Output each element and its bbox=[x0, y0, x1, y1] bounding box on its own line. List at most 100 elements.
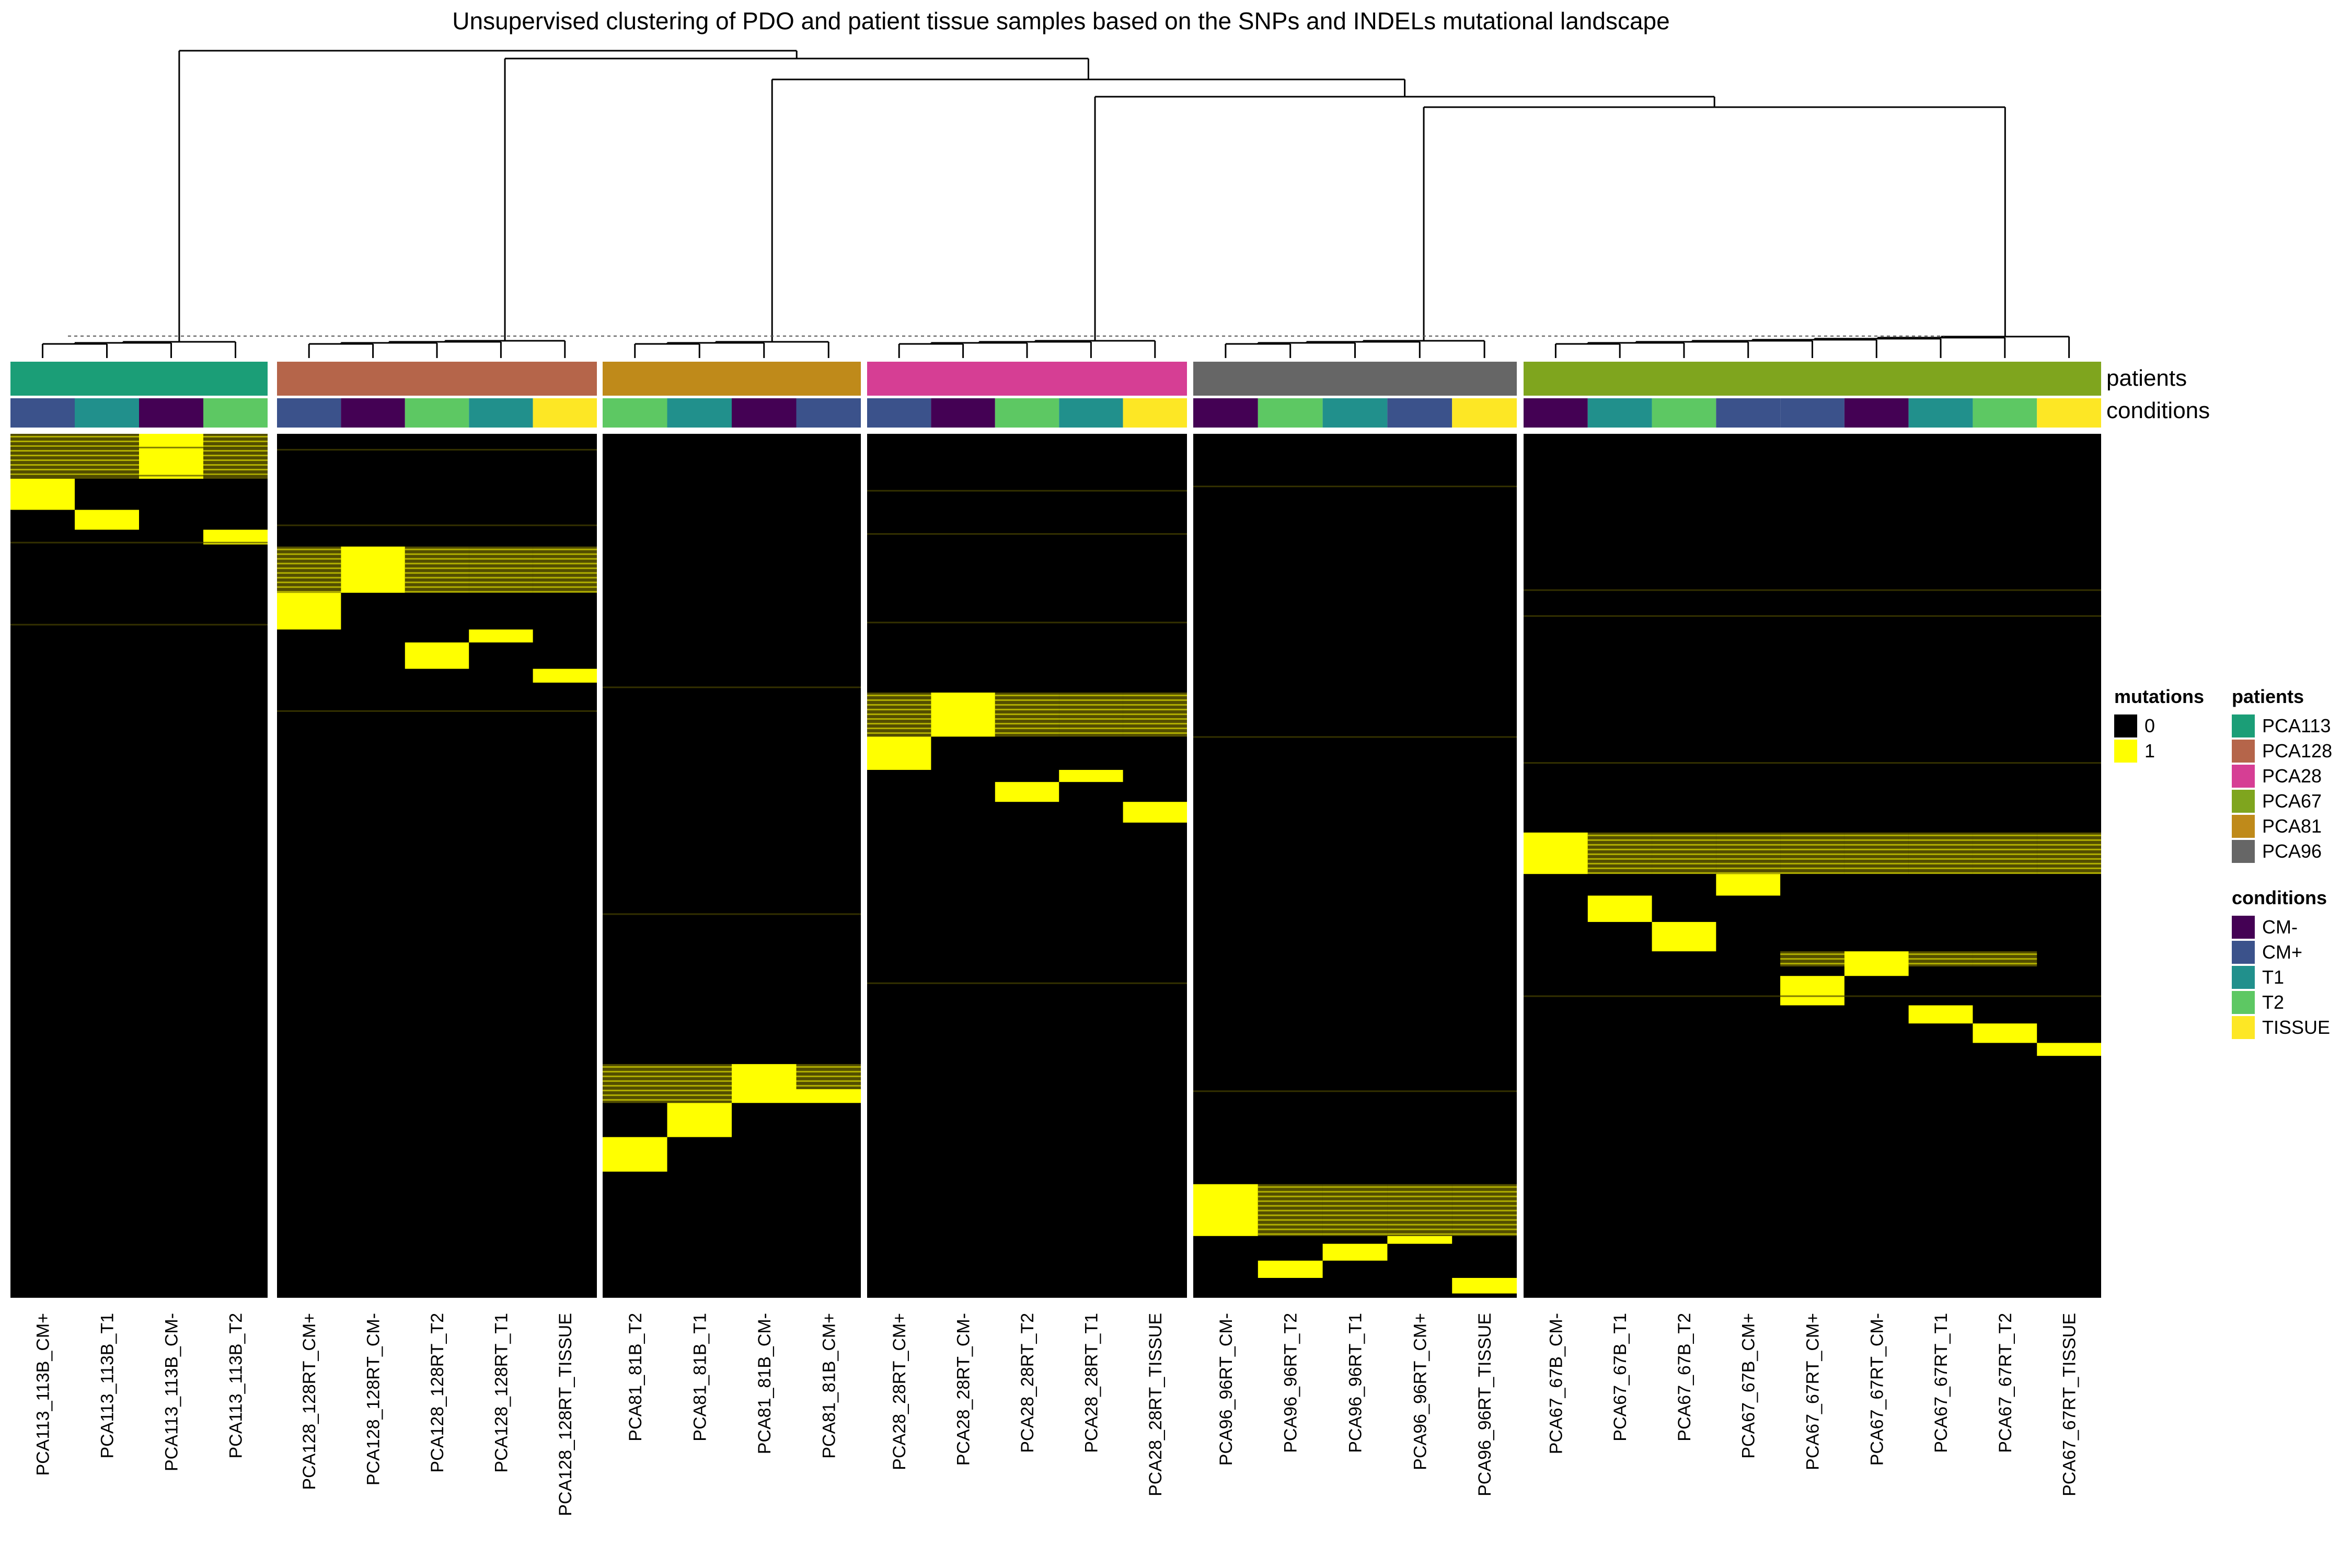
shared-mutation-line bbox=[10, 450, 75, 452]
shared-mutation-line bbox=[1973, 867, 2037, 869]
minor-mutation-line bbox=[10, 446, 268, 448]
minor-mutation-line bbox=[1193, 486, 1517, 488]
shared-mutation-line bbox=[1322, 1228, 1388, 1230]
shared-mutation-line bbox=[1258, 1191, 1323, 1193]
shared-mutation-line bbox=[1780, 867, 1844, 869]
minor-mutation-line bbox=[603, 913, 861, 915]
shared-mutation-line bbox=[667, 1066, 732, 1068]
shared-mutation-line bbox=[1059, 718, 1123, 720]
legend-label-0: 0 bbox=[2145, 715, 2155, 736]
shared-mutation-line bbox=[1716, 844, 1781, 846]
shared-mutation-line bbox=[10, 445, 75, 447]
shared-mutation-line bbox=[2037, 848, 2101, 850]
shared-mutation-line bbox=[1908, 953, 1973, 955]
shared-mutation-line bbox=[1059, 732, 1123, 734]
shared-mutation-line bbox=[867, 718, 931, 720]
shared-mutation-line bbox=[1844, 853, 1909, 855]
shared-mutation-line bbox=[1322, 1186, 1388, 1188]
private-mutations-PCA67_67RT_T1 bbox=[1908, 1005, 1973, 1024]
shared-mutation-line bbox=[1258, 1233, 1323, 1235]
shared-mutation-line bbox=[1452, 1228, 1517, 1230]
minor-mutation-line bbox=[10, 624, 268, 626]
heatmap-slice-PCA113 bbox=[10, 434, 268, 1298]
condition-cell-PCA128_128RT_T2 bbox=[405, 398, 469, 428]
condition-cell-PCA113_113B_CM+ bbox=[10, 398, 75, 428]
shared-mutation-line bbox=[1258, 1205, 1323, 1207]
sample-label: PCA67_67RT_CM- bbox=[1867, 1313, 1887, 1466]
legend-label-CM+: CM+ bbox=[2262, 941, 2302, 963]
shared-mutation-line bbox=[1780, 848, 1844, 850]
shared-mutation-line bbox=[796, 1070, 861, 1073]
private-mutations-PCA67_67B_CM- bbox=[1524, 832, 1588, 874]
shared-mutation-line bbox=[1973, 844, 2037, 846]
shared-mutation-line bbox=[603, 1070, 667, 1073]
minor-mutation-line bbox=[1524, 762, 2101, 764]
shared-mutation-line bbox=[1844, 858, 1909, 860]
shared-mutation-line bbox=[405, 558, 469, 560]
shared-mutation-line bbox=[203, 436, 268, 437]
shared-mutation-line bbox=[867, 699, 931, 701]
shared-mutation-line bbox=[1780, 958, 1844, 960]
legend-swatch-PCA96 bbox=[2232, 840, 2255, 863]
shared-mutation-line bbox=[277, 586, 341, 588]
legend: mutations 0 1 patients PCA113 PCA128 PCA28 PCA6… bbox=[2114, 686, 2332, 1039]
legend-swatch-1 bbox=[2114, 740, 2137, 763]
shared-mutation-line bbox=[75, 441, 139, 442]
shared-mutation-line bbox=[1587, 872, 1652, 874]
shared-mutation-line bbox=[277, 553, 341, 555]
minor-mutation-line bbox=[1524, 589, 2101, 591]
patient-bar-PCA128 bbox=[277, 362, 597, 396]
sample-label: PCA128_128RT_CM- bbox=[364, 1313, 384, 1485]
shared-mutation-line bbox=[1258, 1214, 1323, 1216]
private-mutations-PCA128_128RT_T2 bbox=[405, 642, 469, 669]
shared-mutation-line bbox=[1387, 1228, 1452, 1230]
shared-mutation-line bbox=[1123, 695, 1187, 697]
private-mutations-PCA128_128RT_T1 bbox=[469, 629, 533, 643]
shared-mutation-line bbox=[603, 1066, 667, 1068]
shared-mutation-line bbox=[1908, 853, 1973, 855]
shared-mutation-line bbox=[667, 1099, 732, 1101]
shared-mutations-PCA81_81B_T2 bbox=[603, 1064, 667, 1103]
shared-mutation-line bbox=[469, 562, 533, 564]
shared-mutation-line bbox=[405, 567, 469, 569]
sample-label: PCA28_28RT_T2 bbox=[1018, 1313, 1037, 1453]
condition-cell-PCA28_28RT_TISSUE bbox=[1123, 398, 1187, 428]
shared-mutation-line bbox=[867, 713, 931, 716]
condition-cell-PCA128_128RT_T1 bbox=[469, 398, 533, 428]
shared-mutation-line bbox=[1908, 862, 1973, 864]
shared-mutation-line bbox=[1780, 862, 1844, 864]
sample-label: PCA67_67B_CM+ bbox=[1739, 1313, 1759, 1459]
shared-mutation-line bbox=[1844, 834, 1909, 836]
legend-label-T1: T1 bbox=[2262, 966, 2284, 988]
legend-label-PCA113: PCA113 bbox=[2262, 715, 2331, 736]
shared-mutation-line bbox=[1844, 844, 1909, 846]
shared-mutation-line bbox=[405, 581, 469, 583]
shared-mutation-line bbox=[1973, 963, 2037, 965]
sample-label: PCA128_128RT_TISSUE bbox=[556, 1313, 575, 1516]
shared-mutation-line bbox=[1059, 728, 1123, 730]
patient-bar-PCA113 bbox=[10, 362, 268, 396]
sample-label: PCA28_28RT_TISSUE bbox=[1146, 1313, 1166, 1496]
shared-mutation-line bbox=[1123, 713, 1187, 716]
shared-mutation-line bbox=[603, 1080, 667, 1082]
sample-label: PCA28_28RT_CM- bbox=[954, 1313, 974, 1466]
shared-mutation-line bbox=[2037, 867, 2101, 869]
shared-mutation-line bbox=[1652, 834, 1716, 836]
condition-cell-PCA113_113B_CM- bbox=[139, 398, 203, 428]
shared-mutation-line bbox=[1587, 867, 1652, 869]
shared-mutation-line bbox=[1652, 839, 1716, 841]
shared-mutation-line bbox=[1973, 853, 2037, 855]
shared-mutation-line bbox=[533, 577, 597, 579]
shared-mutation-line bbox=[867, 704, 931, 706]
condition-cell-PCA128_128RT_TISSUE bbox=[533, 398, 597, 428]
shared-mutation-line bbox=[203, 445, 268, 447]
shared-mutation-line bbox=[867, 709, 931, 711]
condition-cell-PCA113_113B_T2 bbox=[203, 398, 268, 428]
shared-mutation-line bbox=[203, 455, 268, 456]
legend-swatch-TISSUE bbox=[2232, 1016, 2255, 1039]
legend-label-PCA81: PCA81 bbox=[2262, 815, 2322, 837]
shared-mutation-line bbox=[1716, 858, 1781, 860]
shared-mutation-line bbox=[277, 577, 341, 579]
shared-mutation-line bbox=[1059, 709, 1123, 711]
